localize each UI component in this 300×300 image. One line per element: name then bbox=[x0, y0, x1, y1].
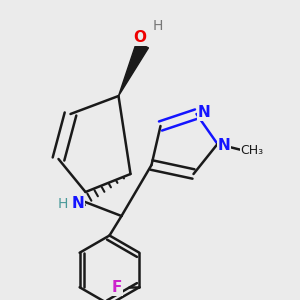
Text: N: N bbox=[72, 196, 84, 211]
Text: H: H bbox=[58, 197, 68, 211]
Polygon shape bbox=[118, 42, 148, 96]
Text: N: N bbox=[198, 105, 210, 120]
Text: CH₃: CH₃ bbox=[240, 143, 264, 157]
Text: O: O bbox=[133, 30, 146, 45]
Text: N: N bbox=[218, 138, 230, 153]
Text: F: F bbox=[112, 280, 122, 295]
Text: H: H bbox=[152, 19, 163, 32]
